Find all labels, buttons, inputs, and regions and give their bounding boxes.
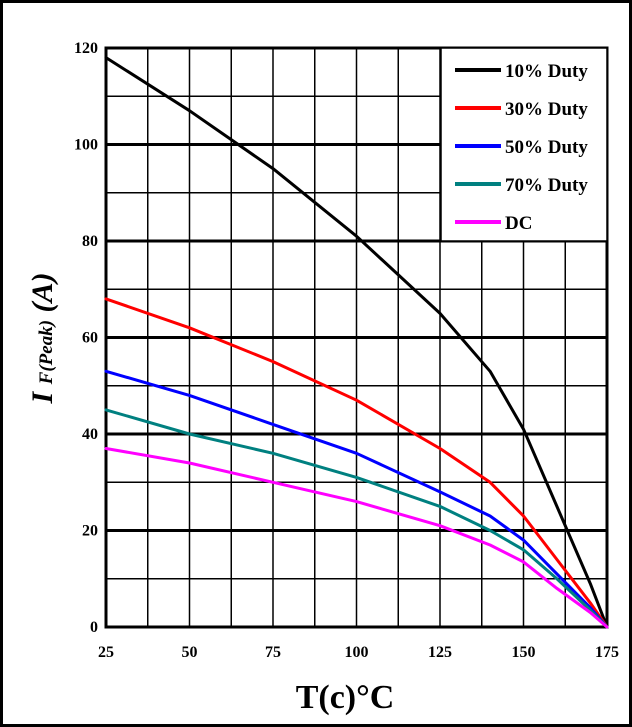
series-lines	[104, 56, 609, 629]
legend-label-1: 30% Duty	[505, 99, 588, 120]
legend-label-4: DC	[505, 213, 532, 234]
y-axis-label: I F(Peak) (A)	[26, 272, 59, 404]
plot-border	[104, 46, 609, 629]
y-axis-label-unit: (A)	[26, 272, 59, 312]
legend-label-3: 70% Duty	[505, 175, 588, 196]
y-tick-label: 20	[82, 523, 98, 540]
y-axis-label-sub: F(Peak)	[36, 320, 57, 385]
x-tick-label: 125	[428, 644, 452, 661]
legend-label-0: 10% Duty	[505, 61, 588, 82]
x-tick-label: 150	[512, 644, 536, 661]
series-line-0	[104, 56, 609, 629]
y-tick-label: 80	[82, 233, 98, 250]
series-line-3	[104, 408, 609, 629]
y-tick-label: 100	[74, 137, 98, 154]
tick-labels: 25 50 75 100 125 150 175 0 20 40 60 80 100 120	[74, 40, 619, 661]
x-tick-label: 175	[595, 644, 619, 661]
y-tick-label: 120	[74, 40, 98, 57]
x-tick-label: 25	[98, 644, 114, 661]
y-tick-label: 60	[82, 330, 98, 347]
series-line-2	[104, 369, 609, 629]
y-tick-label: 0	[90, 619, 98, 636]
legend: 10% Duty 30% Duty 50% Duty 70% Duty DC	[440, 47, 608, 242]
y-tick-label: 40	[82, 426, 98, 443]
y-axis-label-main: I	[26, 391, 59, 405]
x-tick-label: 50	[182, 644, 198, 661]
series-line-4	[104, 447, 609, 629]
series-line-1	[104, 297, 609, 629]
x-axis-label: T(c)°C	[296, 679, 395, 716]
x-tick-label: 75	[265, 644, 281, 661]
x-tick-label: 100	[345, 644, 369, 661]
legend-label-2: 50% Duty	[505, 137, 588, 158]
